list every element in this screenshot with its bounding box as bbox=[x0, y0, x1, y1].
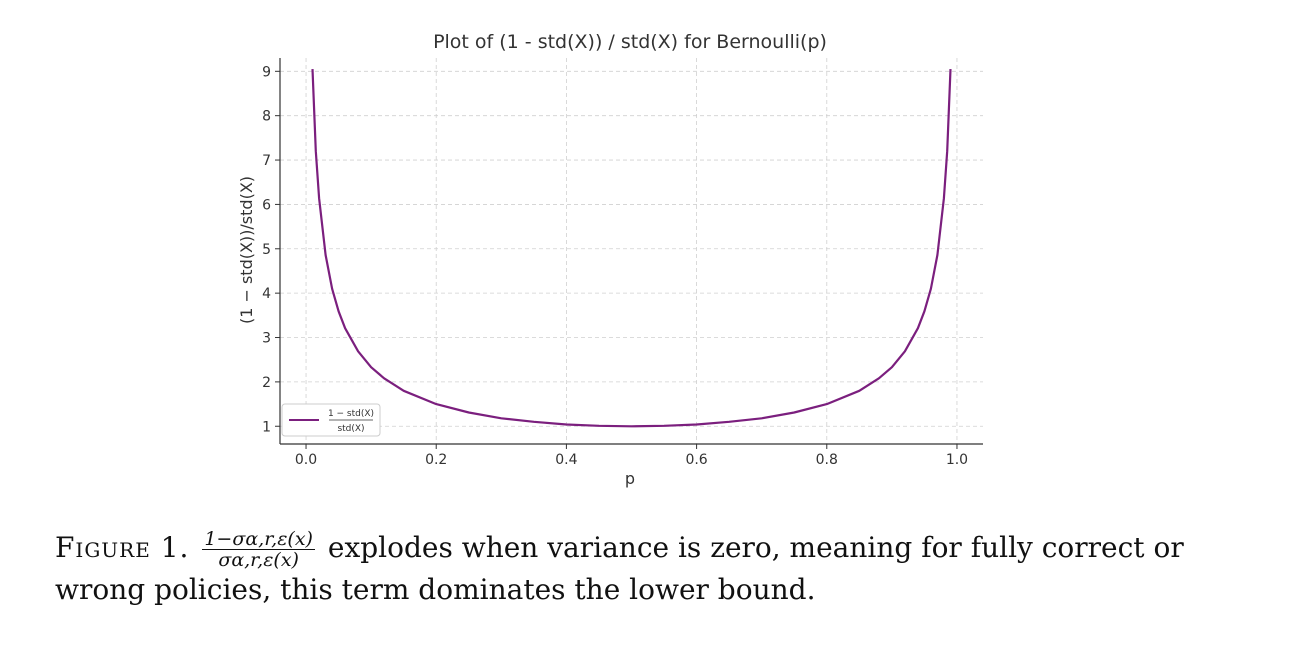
caption-fraction-numerator: 1−σα,r,ε(x) bbox=[202, 528, 315, 550]
y-tick-label: 9 bbox=[262, 64, 271, 80]
x-tick-label: 0.8 bbox=[816, 452, 838, 468]
y-tick-label: 7 bbox=[262, 153, 271, 169]
caption-fraction-denominator: σα,r,ε(x) bbox=[218, 549, 299, 571]
y-tick-label: 3 bbox=[262, 331, 271, 347]
x-axis-label: p bbox=[625, 469, 635, 488]
axes: 0.0 0.2 0.4 0.6 0.8 1.0 1 2 3 4 5 6 7 8 9 bbox=[262, 58, 983, 468]
x-tick-label: 0.0 bbox=[295, 452, 317, 468]
legend-label-denominator: std(X) bbox=[337, 424, 364, 434]
y-tick-label: 8 bbox=[262, 109, 271, 125]
chart-title: Plot of (1 - std(X)) / std(X) for Bernou… bbox=[433, 31, 827, 53]
y-tick-label: 4 bbox=[262, 286, 271, 302]
x-tick-label: 0.4 bbox=[555, 452, 577, 468]
figure-label: Figure 1. bbox=[55, 531, 190, 564]
series-layer bbox=[311, 69, 952, 428]
x-tick-label: 0.2 bbox=[425, 452, 447, 468]
legend-label-numerator: 1 − std(X) bbox=[328, 409, 374, 419]
x-tick-label: 0.6 bbox=[685, 452, 707, 468]
x-tick-label: 1.0 bbox=[946, 452, 968, 468]
caption-fraction: 1−σα,r,ε(x) σα,r,ε(x) bbox=[202, 529, 315, 570]
figure-caption: Figure 1. 1−σα,r,ε(x) σα,r,ε(x) explodes… bbox=[55, 528, 1255, 610]
y-tick-label: 5 bbox=[262, 242, 271, 258]
caption-text: explodes when variance is zero, meaning … bbox=[55, 531, 1184, 606]
y-tick-label: 6 bbox=[262, 197, 271, 213]
y-tick-label: 1 bbox=[262, 419, 271, 435]
legend: 1 − std(X) std(X) bbox=[281, 403, 381, 437]
series-line bbox=[311, 69, 952, 428]
y-axis-label: (1 − std(X))/std(X) bbox=[237, 176, 256, 324]
y-tick-label: 2 bbox=[262, 375, 271, 391]
chart: Plot of (1 - std(X)) / std(X) for Bernou… bbox=[237, 31, 983, 488]
grid bbox=[280, 58, 983, 444]
